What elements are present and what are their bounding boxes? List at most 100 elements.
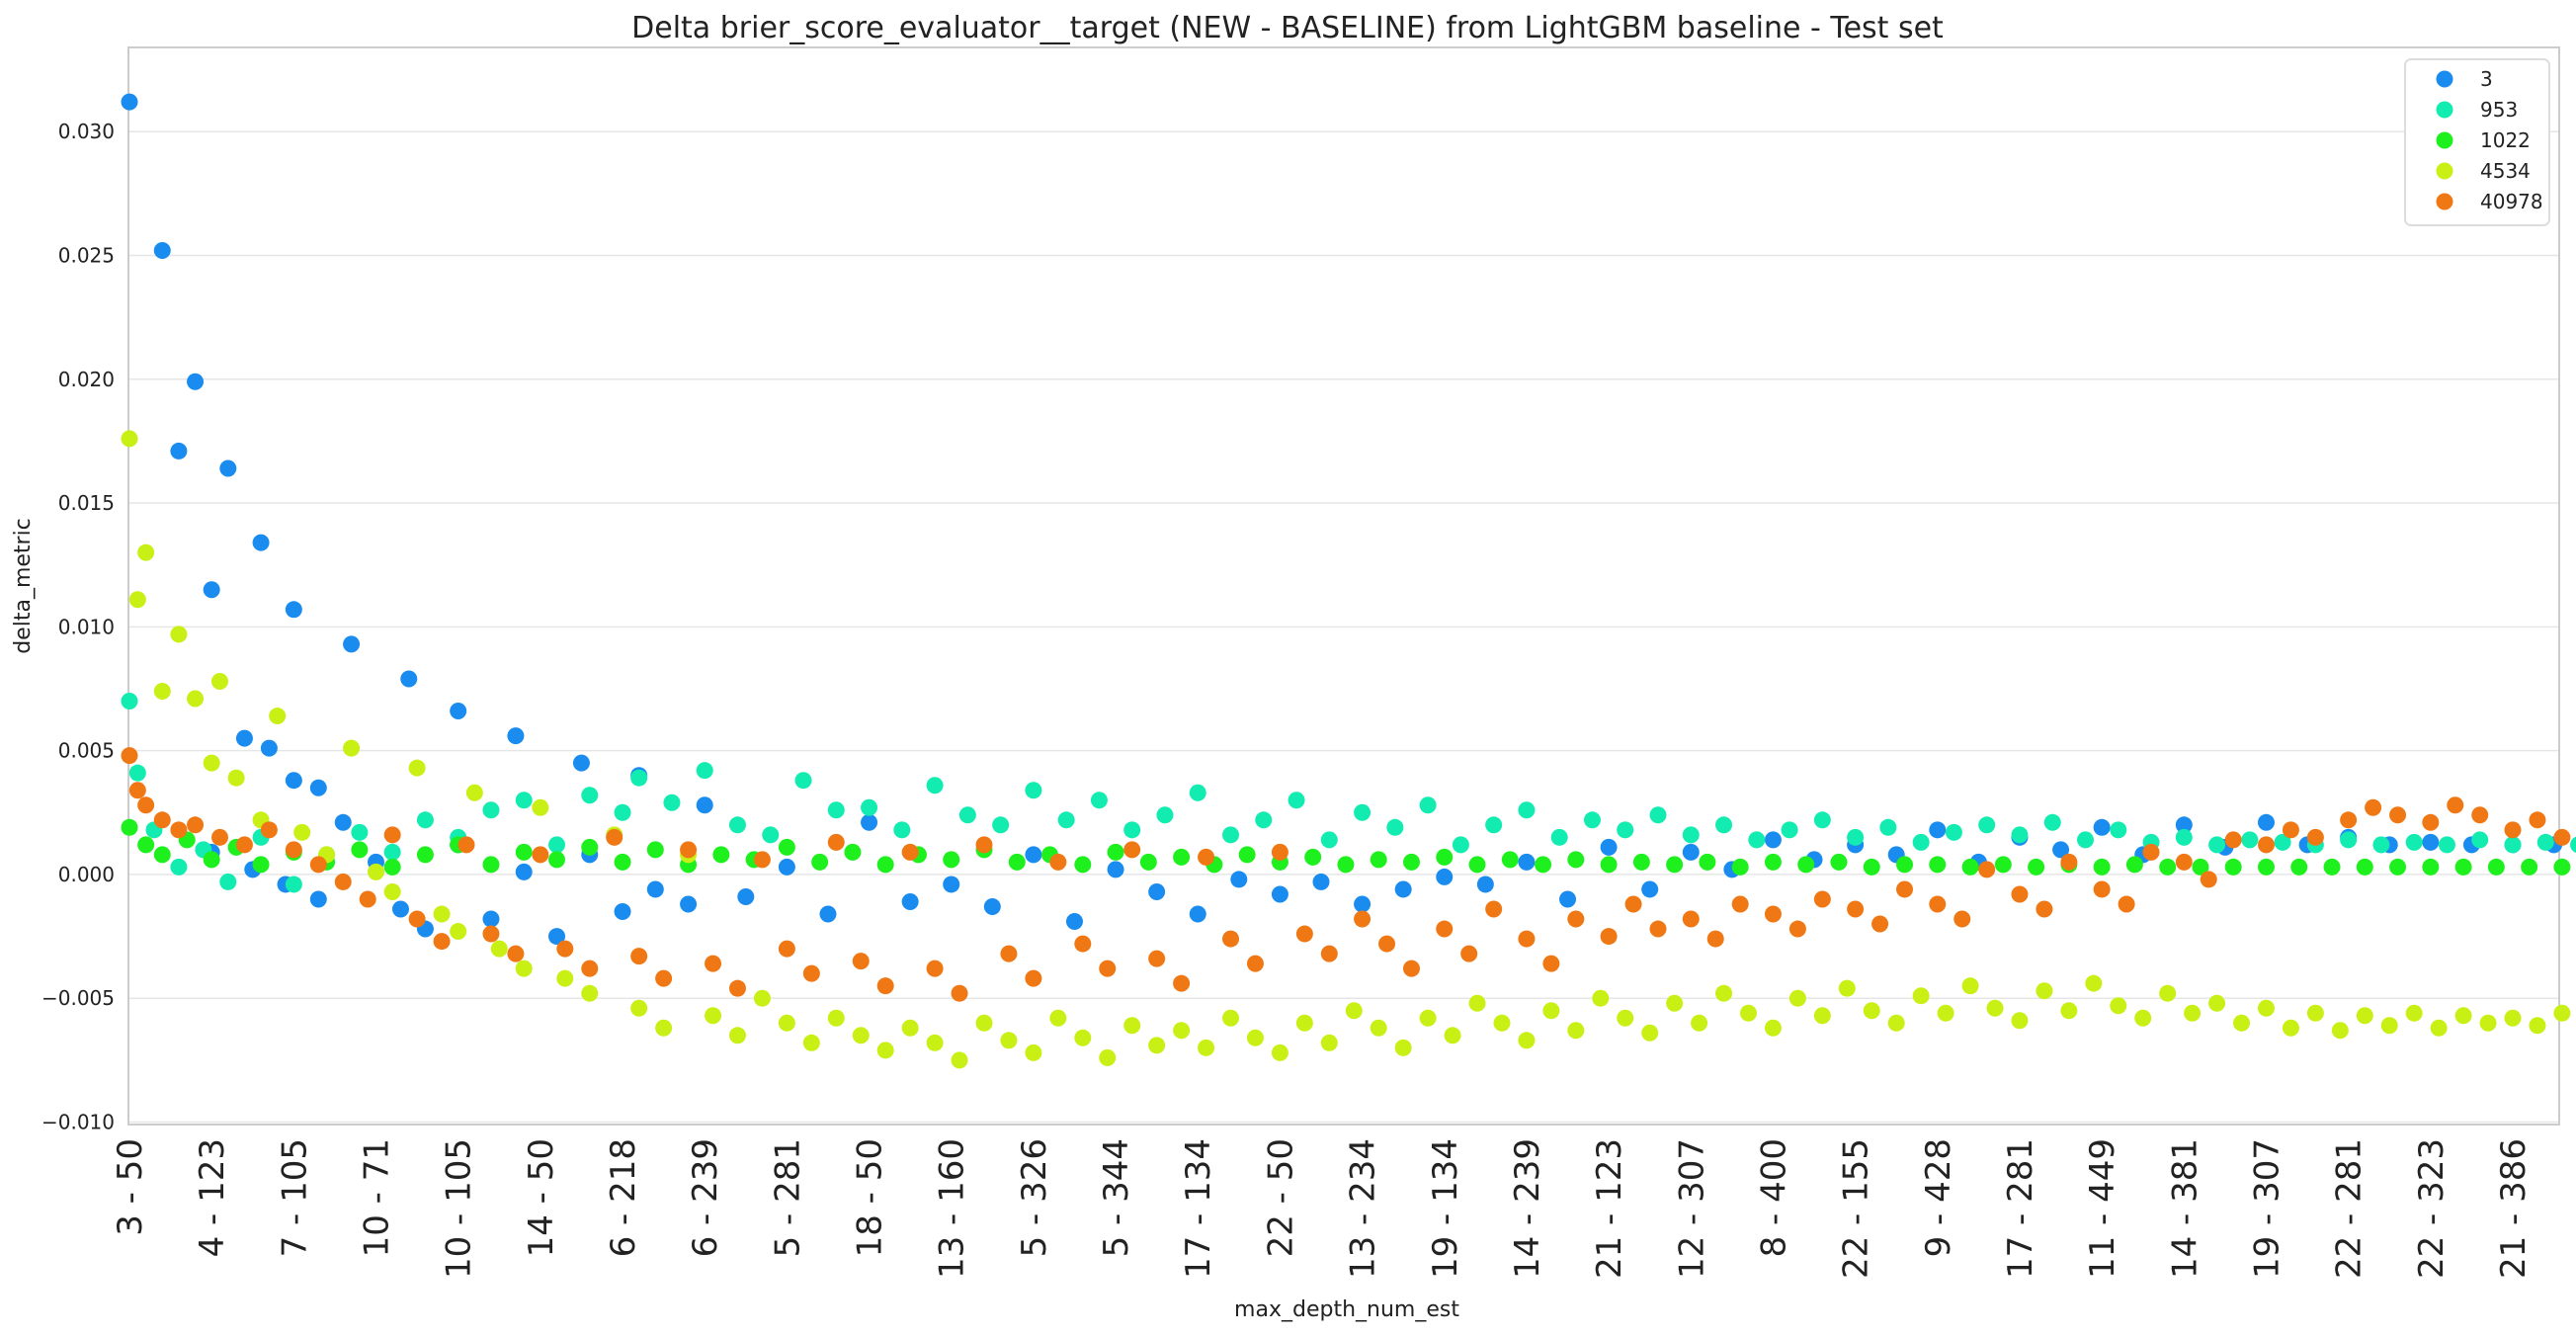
- data-point: [286, 841, 302, 858]
- legend-marker: [2437, 102, 2453, 119]
- data-point: [1601, 928, 1618, 945]
- data-point: [1354, 911, 1371, 928]
- data-point: [853, 1027, 870, 1044]
- data-point: [795, 772, 812, 789]
- data-point: [1641, 1025, 1658, 1042]
- legend-marker: [2437, 163, 2453, 180]
- data-point: [343, 740, 360, 757]
- data-point: [2307, 1005, 2324, 1022]
- data-point: [2094, 880, 2111, 897]
- data-point: [712, 846, 729, 863]
- data-point: [1321, 946, 1338, 962]
- data-point: [1567, 1022, 1584, 1039]
- data-point: [663, 794, 680, 811]
- data-point: [137, 796, 154, 813]
- x-tick-label: 6 - 239: [686, 1138, 725, 1257]
- x-tick-label: 7 - 105: [275, 1138, 314, 1257]
- data-point: [2365, 799, 2381, 816]
- data-point: [2060, 1002, 2077, 1019]
- data-point: [2422, 834, 2439, 851]
- x-tick-label: 21 - 386: [2494, 1138, 2534, 1279]
- data-point: [2471, 831, 2488, 848]
- data-point: [1272, 1045, 1288, 1061]
- data-point: [2381, 1017, 2398, 1034]
- data-point: [310, 780, 327, 796]
- data-point: [581, 985, 598, 1002]
- data-point: [1830, 854, 1847, 871]
- data-point: [2176, 854, 2193, 871]
- data-point: [450, 703, 466, 719]
- data-point: [1699, 854, 1715, 871]
- data-point: [1108, 844, 1124, 861]
- data-point: [1551, 829, 1568, 846]
- data-point: [779, 839, 795, 856]
- x-tick-label: 21 - 123: [1590, 1138, 1629, 1279]
- data-point: [927, 961, 944, 977]
- y-tick-label: 0.005: [58, 739, 115, 763]
- data-point: [1025, 846, 1041, 863]
- data-point: [2340, 811, 2357, 828]
- data-point: [2439, 836, 2455, 853]
- data-point: [1000, 946, 1017, 962]
- data-point: [2389, 806, 2406, 823]
- x-tick-label: 6 - 218: [604, 1138, 643, 1257]
- data-point: [1839, 980, 1856, 997]
- data-point: [154, 811, 171, 828]
- data-point: [450, 923, 466, 940]
- data-point: [1929, 856, 1946, 873]
- data-point: [1378, 936, 1395, 953]
- data-point: [1485, 901, 1502, 918]
- data-point: [2480, 1015, 2497, 1032]
- data-point: [2340, 831, 2357, 848]
- data-point: [680, 841, 697, 858]
- data-point: [1469, 856, 1486, 873]
- data-point: [187, 374, 204, 390]
- data-point: [2447, 796, 2463, 813]
- data-point: [1074, 1030, 1091, 1046]
- data-point: [853, 953, 870, 969]
- data-point: [1765, 831, 1782, 848]
- data-point: [2126, 856, 2143, 873]
- x-tick-label: 22 - 155: [1837, 1138, 1876, 1279]
- data-point: [392, 901, 409, 918]
- data-point: [1938, 1005, 1954, 1022]
- data-point: [1592, 990, 1609, 1007]
- data-point: [737, 888, 754, 905]
- data-point: [1222, 826, 1239, 843]
- data-point: [1354, 804, 1371, 821]
- data-point: [1066, 913, 1083, 930]
- data-point: [1617, 821, 1633, 838]
- data-point: [1395, 880, 1412, 897]
- data-point: [1272, 885, 1288, 902]
- data-point: [647, 880, 664, 897]
- data-point: [417, 811, 434, 828]
- data-point: [2176, 829, 2193, 846]
- data-point: [1913, 834, 1930, 851]
- data-point: [877, 856, 894, 873]
- data-point: [1691, 1015, 1707, 1032]
- data-point: [1896, 856, 1913, 873]
- data-point: [1247, 956, 1264, 972]
- x-tick-label: 12 - 307: [1672, 1138, 1711, 1279]
- data-point: [1074, 856, 1091, 873]
- data-point: [975, 836, 992, 853]
- data-point: [1247, 1030, 1264, 1046]
- data-point: [893, 821, 910, 838]
- data-point: [992, 816, 1009, 833]
- data-point: [1542, 1002, 1559, 1019]
- data-point: [2159, 859, 2176, 876]
- data-points: [122, 94, 2576, 1069]
- data-point: [1337, 856, 1354, 873]
- data-point: [351, 841, 368, 858]
- data-point: [343, 635, 360, 652]
- data-point: [556, 941, 573, 958]
- x-tick-label: 22 - 281: [2330, 1138, 2369, 1279]
- data-point: [2201, 871, 2217, 887]
- data-point: [2406, 1005, 2423, 1022]
- data-point: [2455, 1007, 2472, 1024]
- data-point: [1797, 856, 1814, 873]
- data-point: [1542, 956, 1559, 972]
- x-tick-label: 13 - 234: [1344, 1138, 1383, 1279]
- data-point: [384, 844, 401, 861]
